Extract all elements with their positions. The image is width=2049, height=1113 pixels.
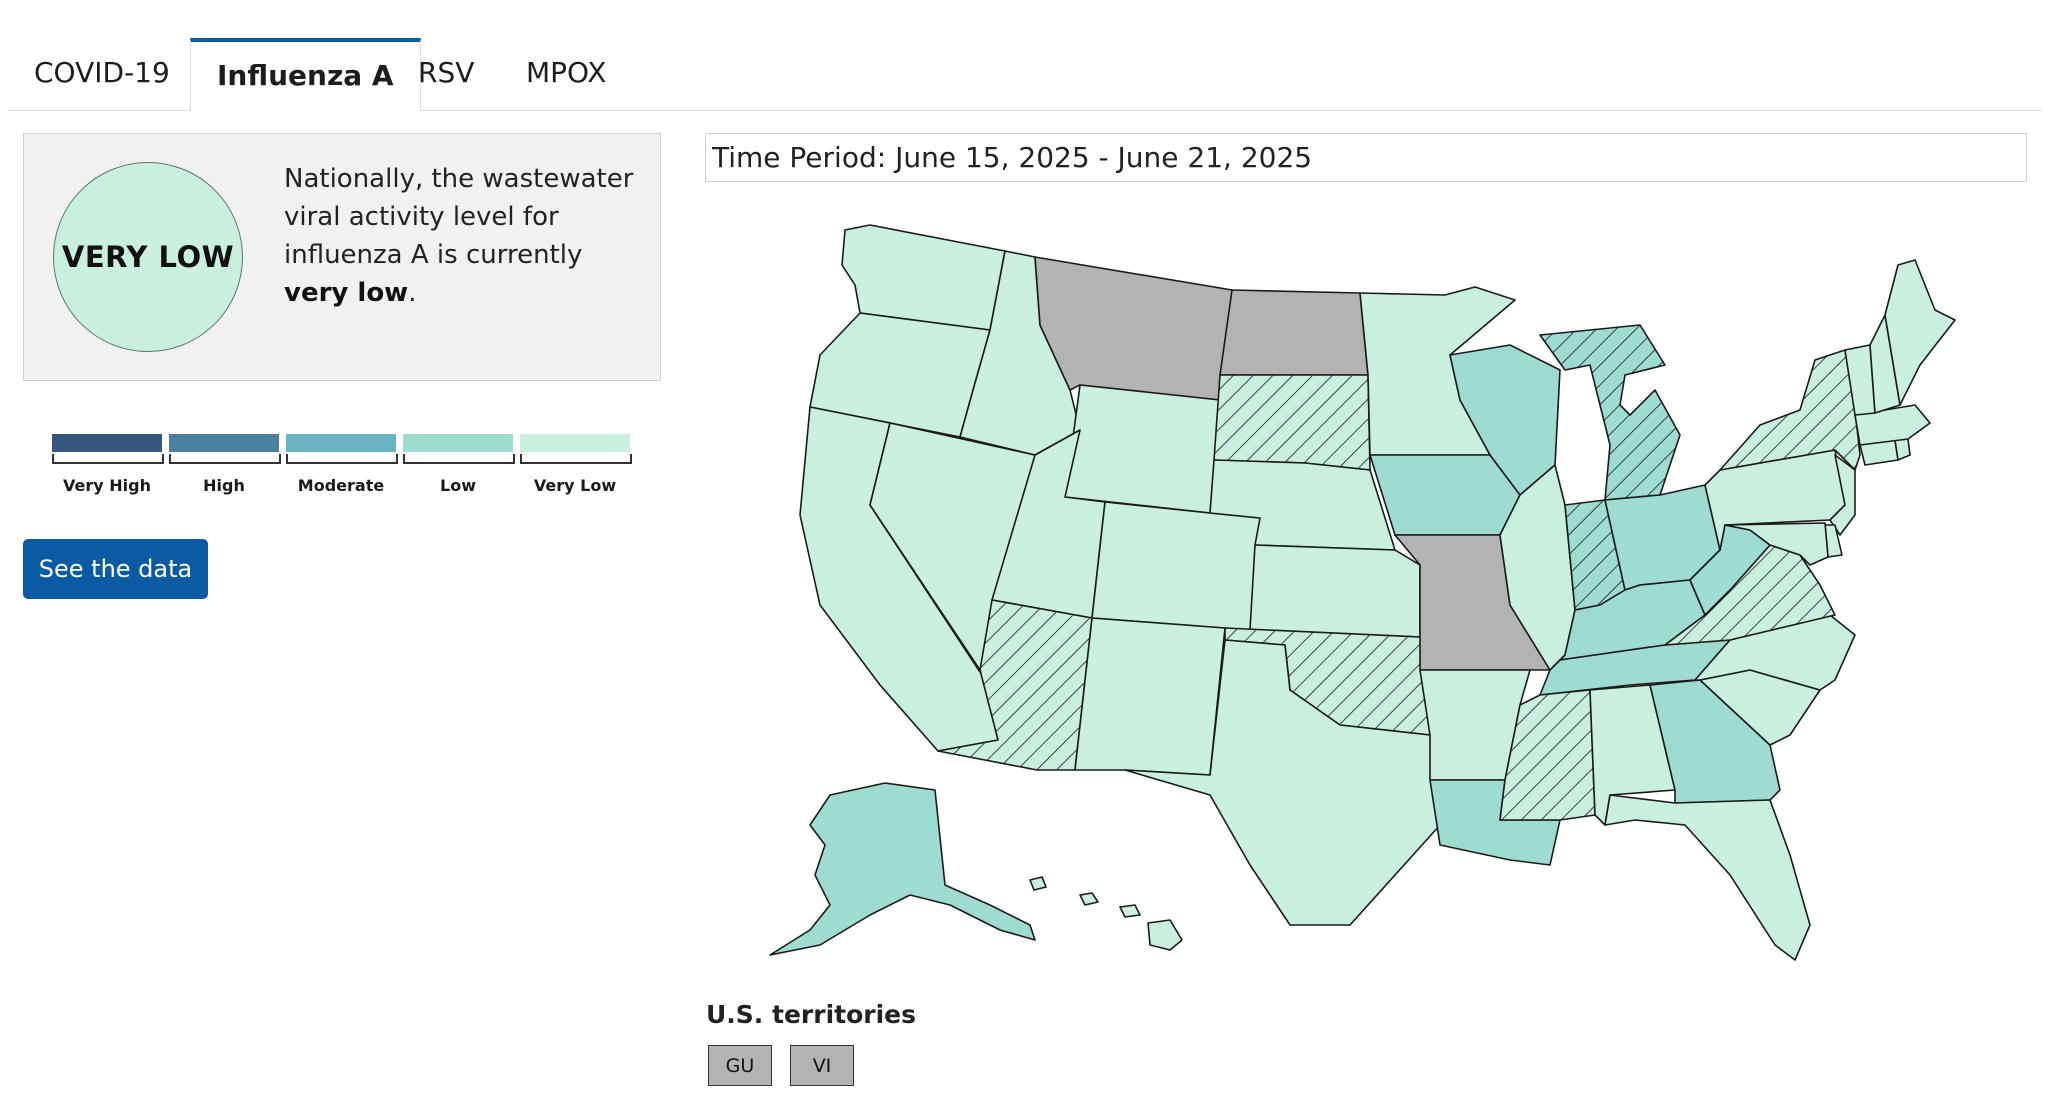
pathogen-tabs: COVID-19 Influenza A RSV MPOX [8, 38, 2042, 111]
state-MA[interactable] [1854, 404, 1931, 446]
national-summary-text: Nationally, the wastewater viral activit… [284, 160, 644, 312]
see-the-data-button[interactable]: See the data [23, 539, 208, 599]
legend-label: Very Low [533, 476, 617, 495]
state-MD[interactable] [1724, 522, 1829, 566]
state-SD[interactable] [1213, 374, 1371, 471]
legend-swatch [286, 434, 396, 452]
legend-moderate: Moderate [286, 434, 398, 495]
tab-mpox[interactable]: MPOX [526, 56, 607, 89]
state-ND[interactable] [1219, 289, 1369, 376]
state-NM[interactable] [1074, 617, 1226, 776]
state-RI[interactable] [1894, 438, 1911, 461]
state-KS[interactable] [1249, 544, 1421, 638]
state-FL[interactable] [1604, 794, 1811, 961]
legend-label: High [203, 476, 245, 495]
state-WY[interactable] [1064, 384, 1221, 514]
national-summary: VERY LOW Nationally, the wastewater vira… [23, 133, 661, 381]
time-period-label: Time Period: June 15, 2025 - June 21, 20… [705, 133, 2027, 182]
state-AK[interactable] [769, 782, 1036, 956]
legend-label: Moderate [297, 476, 385, 495]
legend-high: High [169, 434, 281, 495]
state-MT[interactable] [1034, 256, 1233, 401]
legend-label: Low [440, 476, 476, 495]
summary-text-before: Nationally, the wastewater viral activit… [284, 164, 634, 270]
territory-vi[interactable]: VI [790, 1045, 854, 1086]
legend-swatch [169, 434, 279, 452]
legend-bracket [520, 454, 632, 464]
legend-swatch [52, 434, 162, 452]
territory-gu[interactable]: GU [708, 1045, 772, 1086]
legend-swatch [520, 434, 630, 452]
state-NJ[interactable] [1829, 454, 1856, 536]
summary-text-after: . [408, 278, 417, 308]
legend-very-high: Very High [52, 434, 164, 495]
tab-covid-19[interactable]: COVID-19 [34, 56, 170, 89]
legend-bracket [403, 454, 515, 464]
state-MI[interactable] [1539, 324, 1681, 501]
state-HI[interactable] [1029, 876, 1183, 951]
tab-rsv[interactable]: RSV [418, 56, 475, 89]
us-state-map [769, 224, 1956, 961]
state-NY[interactable] [1719, 349, 1861, 471]
legend-bracket [52, 454, 164, 464]
legend-low: Low [403, 434, 515, 495]
state-ME[interactable] [1884, 259, 1956, 406]
legend-label: Very High [63, 476, 151, 495]
state-CO[interactable] [1091, 501, 1261, 631]
legend-bracket [169, 454, 281, 464]
legend-swatch [403, 434, 513, 452]
territories-title: U.S. territories [706, 1000, 916, 1029]
state-TX[interactable] [1124, 639, 1441, 926]
state-IA[interactable] [1369, 454, 1521, 536]
legend-very-low: Very Low [520, 434, 632, 495]
activity-legend: Very High High Moderate Low Very Low [52, 434, 632, 504]
summary-text-bold: very low [284, 278, 409, 308]
national-level-indicator: VERY LOW [53, 162, 243, 352]
tab-influenza-a[interactable]: Influenza A [190, 38, 421, 111]
legend-bracket [286, 454, 398, 464]
national-level-label: VERY LOW [61, 240, 235, 274]
